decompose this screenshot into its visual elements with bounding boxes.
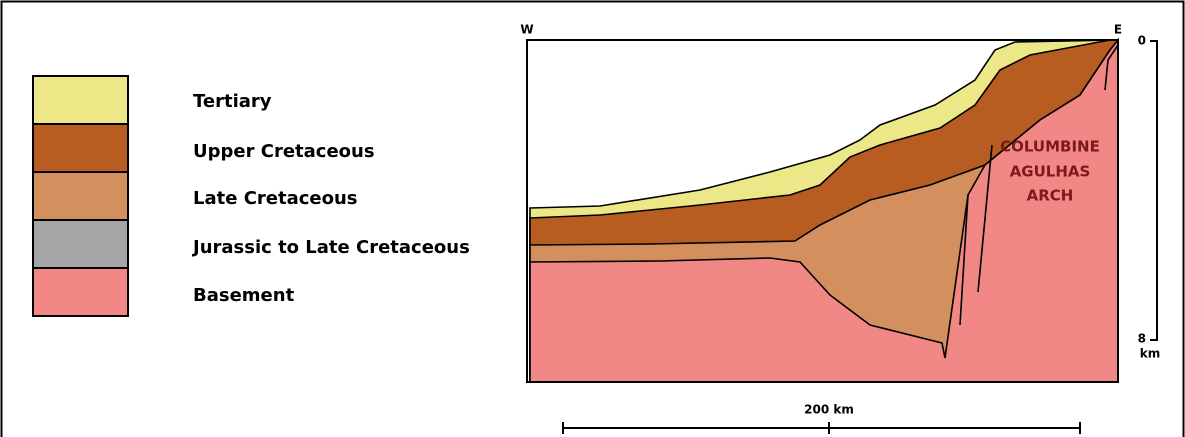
legend-label: Late Cretaceous (193, 188, 358, 209)
depth-unit: km (1140, 347, 1160, 361)
arch-label: AGULHAS (1010, 163, 1091, 181)
west-label: W (520, 23, 533, 37)
arch-label: COLUMBINE (1000, 138, 1100, 156)
scale-label: 200 km (804, 403, 854, 417)
legend-label: Upper Cretaceous (193, 141, 375, 162)
legend-label: Basement (193, 285, 295, 306)
depth-label: 0 (1138, 34, 1146, 48)
legend-swatch (33, 124, 128, 172)
legend-swatch (33, 268, 128, 316)
east-label: E (1114, 23, 1122, 37)
length-scale: 200 km (563, 403, 1080, 435)
legend: Tertiary Upper Cretaceous Late Cretaceou… (33, 76, 470, 316)
cross-section-figure: Tertiary Upper Cretaceous Late Cretaceou… (0, 0, 1185, 437)
depth-label: 8 (1138, 332, 1146, 346)
arch-label: ARCH (1027, 187, 1074, 205)
legend-label: Tertiary (193, 91, 272, 112)
legend-label: Jurassic to Late Cretaceous (191, 237, 470, 258)
section: W E COLUMBINE AGULHAS ARCH (520, 23, 1122, 383)
depth-scale: 0 8 km (1138, 34, 1161, 361)
legend-swatch (33, 220, 128, 268)
legend-swatch (33, 172, 128, 220)
legend-swatch (33, 76, 128, 124)
